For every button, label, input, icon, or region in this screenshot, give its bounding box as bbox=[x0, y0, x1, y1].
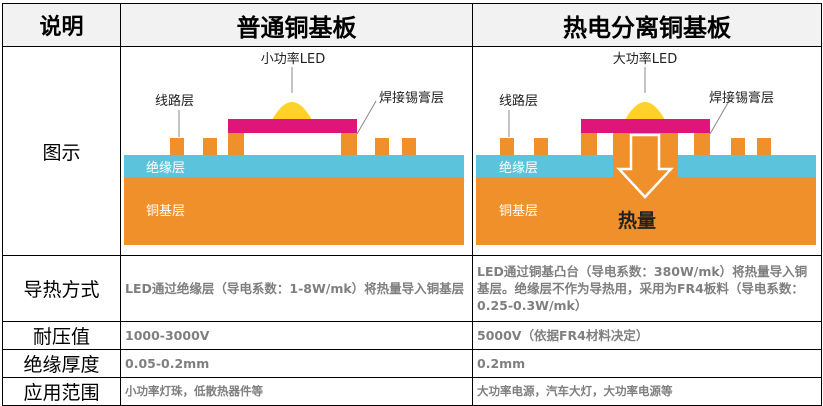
solder-label: 焊接锡膏层 bbox=[379, 90, 444, 106]
insulation-label: 绝缘层 bbox=[499, 160, 538, 176]
pcb-bar bbox=[581, 119, 710, 133]
comparison-table: 说明 普通铜基板 热电分离铜基板 图示 小功率LED 焊接锡膏层 bbox=[2, 3, 822, 406]
ordinary-thickness: 0.05-0.2mm bbox=[120, 349, 473, 378]
voltage-row: 耐压值 1000-3000V 5000V（依据FR4材料决定） bbox=[2, 321, 822, 350]
diagram-separated-cell: 大功率LED 焊接锡膏层 线路层 绝缘层 铜基层 热量 bbox=[472, 46, 822, 256]
separated-application: 大功率电源，汽车大灯，大功率电源等 bbox=[472, 377, 822, 406]
trace-label: 线路层 bbox=[499, 93, 538, 109]
base-label: 铜基层 bbox=[146, 204, 185, 219]
heat-label: 热量 bbox=[618, 209, 656, 232]
heat-row: 导热方式 LED通过绝缘层（导电系数：1-8W/mk）将热量导入铜基层 LED通… bbox=[2, 255, 822, 322]
row-label-diagram: 图示 bbox=[2, 46, 121, 256]
ordinary-heat-text: LED通过绝缘层（导电系数：1-8W/mk）将热量导入铜基层 bbox=[120, 255, 473, 322]
insulation-layer bbox=[124, 155, 464, 177]
header-ordinary-copper: 普通铜基板 bbox=[120, 3, 473, 47]
led-label: 小功率LED bbox=[261, 51, 325, 67]
header-thermoelectric-copper: 热电分离铜基板 bbox=[472, 3, 822, 47]
separated-thickness: 0.2mm bbox=[472, 349, 822, 378]
heat-flow-arrow bbox=[616, 133, 674, 199]
base-label: 铜基层 bbox=[499, 204, 538, 219]
trace-pad bbox=[170, 138, 184, 155]
trace-pad bbox=[402, 138, 416, 155]
solder-label: 焊接锡膏层 bbox=[709, 90, 774, 106]
pcb-bar bbox=[228, 119, 357, 133]
ordinary-application: 小功率灯珠，低散热器件等 bbox=[120, 377, 473, 406]
led-label: 大功率LED bbox=[613, 51, 677, 67]
separated-voltage: 5000V（依据FR4材料决定） bbox=[472, 321, 822, 350]
row-label-thickness: 绝缘厚度 bbox=[2, 349, 121, 378]
led-dome bbox=[272, 102, 312, 120]
row-label-application: 应用范围 bbox=[2, 377, 121, 406]
led-dome bbox=[625, 102, 665, 120]
trace-pad bbox=[203, 138, 217, 155]
application-row: 应用范围 小功率灯珠，低散热器件等 大功率电源，汽车大灯，大功率电源等 bbox=[2, 377, 822, 406]
diagram-row: 图示 小功率LED 焊接锡膏层 线路层 绝缘层 铜基层 bbox=[2, 46, 822, 256]
thickness-row: 绝缘厚度 0.05-0.2mm 0.2mm bbox=[2, 349, 822, 378]
trace-pad bbox=[757, 138, 771, 155]
insulation-label: 绝缘层 bbox=[146, 160, 185, 176]
header-description: 说明 bbox=[2, 3, 121, 47]
solder-pad-left bbox=[581, 133, 597, 155]
solder-pad-left bbox=[228, 133, 244, 155]
trace-pad bbox=[375, 138, 389, 155]
solder-pointer bbox=[356, 100, 377, 135]
ordinary-copper-diagram: 小功率LED 焊接锡膏层 线路层 绝缘层 铜基层 bbox=[124, 51, 464, 245]
diagram-ordinary-cell: 小功率LED 焊接锡膏层 线路层 绝缘层 铜基层 bbox=[120, 46, 473, 256]
trace-label: 线路层 bbox=[155, 93, 194, 109]
solder-pad-right bbox=[694, 133, 710, 155]
ordinary-voltage: 1000-3000V bbox=[120, 321, 473, 350]
trace-pad bbox=[731, 138, 745, 155]
header-row: 说明 普通铜基板 热电分离铜基板 bbox=[2, 3, 822, 47]
trace-pad bbox=[500, 138, 514, 155]
trace-pad bbox=[534, 138, 548, 155]
insulation-layer-left bbox=[476, 155, 613, 177]
row-label-voltage: 耐压值 bbox=[2, 321, 121, 350]
solder-pad-right bbox=[341, 133, 357, 155]
insulation-layer-right bbox=[678, 155, 816, 177]
copper-base-layer bbox=[124, 177, 464, 245]
solder-pointer bbox=[709, 100, 730, 135]
separated-heat-text: LED通过铜基凸台（导电系数：380W/mk）将热量导入铜基层。绝缘层不作为导热… bbox=[472, 255, 822, 322]
separated-copper-diagram: 大功率LED 焊接锡膏层 线路层 绝缘层 铜基层 热量 bbox=[476, 51, 816, 245]
row-label-heat: 导热方式 bbox=[2, 255, 121, 322]
